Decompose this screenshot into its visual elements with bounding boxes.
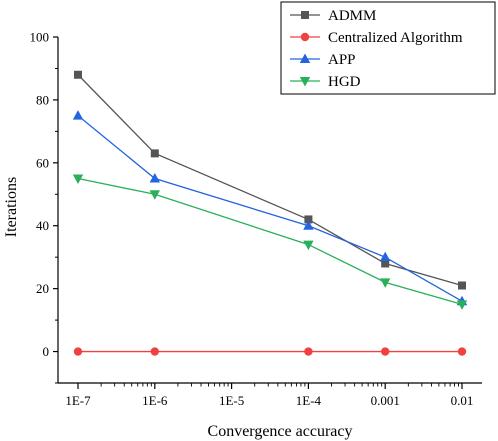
y-tick-label: 0 <box>43 344 50 359</box>
data-point <box>456 300 468 310</box>
legend-marker <box>301 11 309 19</box>
x-tick-label: 1E-4 <box>296 393 322 408</box>
legend-item: APP <box>290 52 356 68</box>
y-tick-label: 80 <box>36 92 49 107</box>
data-point <box>149 190 160 200</box>
series-1 <box>73 347 467 356</box>
legend-item: HGD <box>290 74 361 90</box>
y-tick-label: 20 <box>36 281 49 296</box>
data-point <box>73 347 83 356</box>
legend-item: ADMM <box>290 8 376 24</box>
legend-marker <box>299 53 311 63</box>
data-point <box>380 251 391 262</box>
series-layer <box>72 70 468 356</box>
x-tick-label: 1E-7 <box>65 393 91 408</box>
legend-label: HGD <box>328 74 361 90</box>
series-3 <box>72 174 468 310</box>
data-point <box>149 173 160 183</box>
y-tick-label: 60 <box>36 155 49 170</box>
legend: ADMM Centralized Algorithm APP HGD <box>280 1 496 95</box>
series-line <box>77 115 463 302</box>
data-point <box>150 149 159 158</box>
data-point <box>303 240 314 251</box>
x-axis: 1E-7 1E-6 1E-5 1E-4 0.001 0.01 <box>65 383 473 408</box>
data-point <box>150 347 159 356</box>
data-point <box>304 347 313 356</box>
data-point <box>381 347 390 356</box>
series-2 <box>72 110 468 306</box>
data-point <box>380 278 391 288</box>
legend-marker <box>299 77 311 87</box>
x-tick-label: 0.001 <box>371 393 400 408</box>
series-line <box>77 177 463 305</box>
legend-item: Centralized Algorithm <box>290 30 463 46</box>
y-tick-label: 100 <box>30 30 50 45</box>
x-axis-title: Convergence accuracy <box>208 423 353 440</box>
data-point <box>74 70 82 79</box>
y-axis-title: Iterations <box>3 177 20 237</box>
plot-area <box>57 37 482 384</box>
data-point <box>303 220 314 230</box>
x-tick-label: 0.01 <box>451 393 474 408</box>
series-line <box>77 74 463 287</box>
data-point <box>72 110 84 120</box>
x-tick-label: 1E-6 <box>142 393 168 408</box>
data-point <box>72 174 84 185</box>
data-point <box>381 259 390 268</box>
x-tick-label: 1E-5 <box>219 393 244 408</box>
series-0 <box>74 70 466 290</box>
y-axis: 0 20 40 60 80 100 <box>30 30 58 384</box>
data-point <box>457 347 467 356</box>
legend-label: APP <box>328 52 356 68</box>
y-tick-label: 40 <box>36 218 49 233</box>
legend-label: ADMM <box>328 8 376 24</box>
legend-label: Centralized Algorithm <box>328 30 463 46</box>
data-point <box>458 281 466 290</box>
data-point <box>304 215 313 224</box>
legend-box <box>280 1 496 95</box>
legend-marker <box>300 32 310 42</box>
